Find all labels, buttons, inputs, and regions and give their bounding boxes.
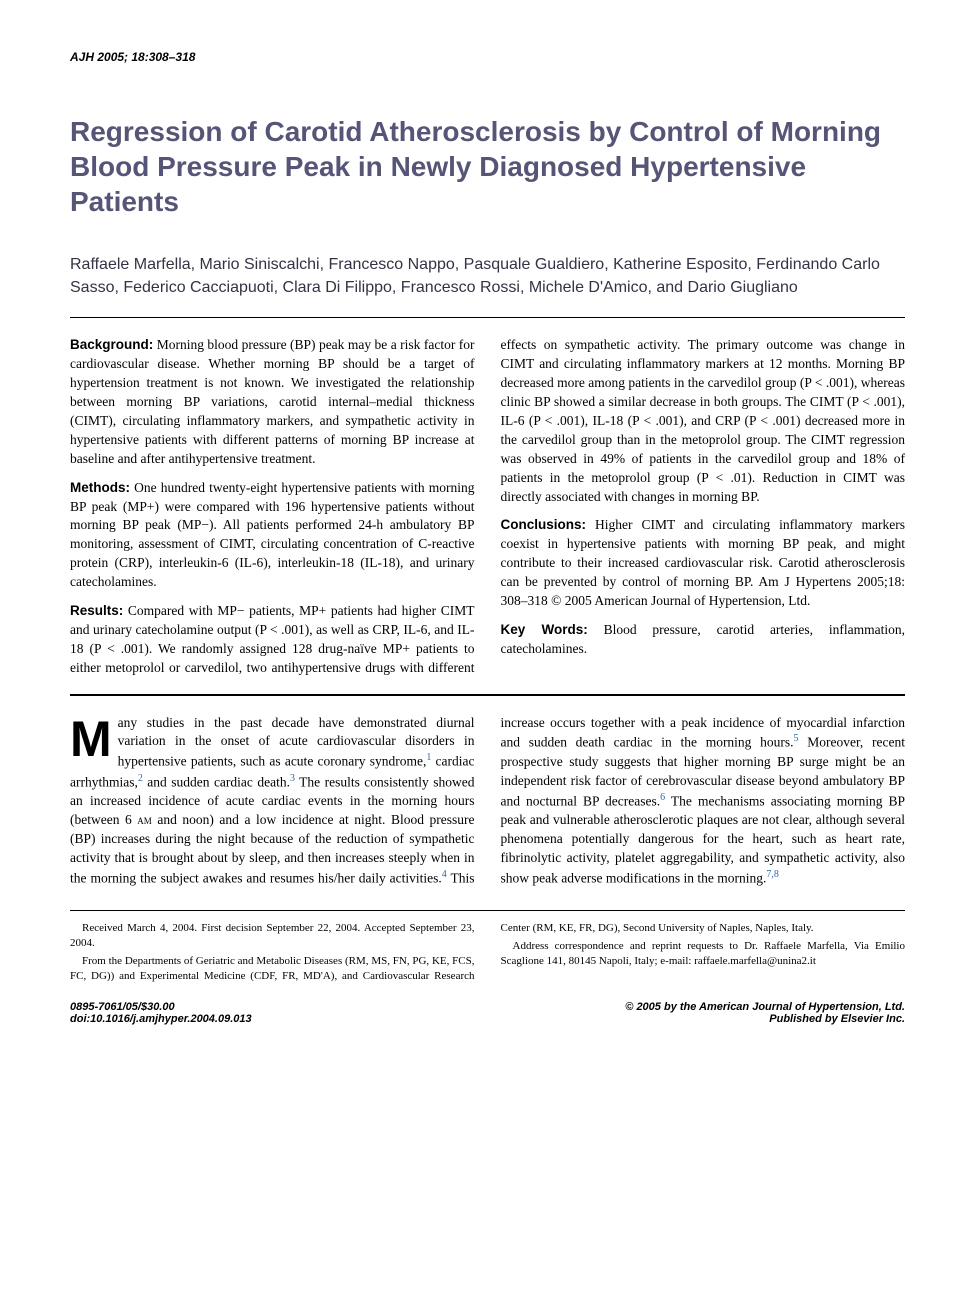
footer-received: Received March 4, 2004. First decision S… (70, 921, 475, 951)
doi: doi:10.1016/j.amjhyper.2004.09.013 (70, 1013, 252, 1025)
publisher: Published by Elsevier Inc. (625, 1013, 905, 1025)
body-text-3: and sudden cardiac death. (143, 774, 290, 789)
intro-paragraph: Many studies in the past decade have dem… (70, 714, 905, 889)
footer-correspondence: Address correspondence and reprint reque… (501, 939, 906, 969)
divider-middle (70, 694, 905, 696)
abstract-label-conclusions: Conclusions: (501, 517, 587, 532)
smallcaps-am: am (137, 812, 152, 827)
body-text-1: any studies in the past decade have demo… (118, 715, 475, 769)
body-text: Many studies in the past decade have dem… (70, 714, 905, 889)
abstract-methods: Methods: One hundred twenty-eight hypert… (70, 479, 475, 592)
divider-footer (70, 910, 905, 911)
abstract-label-results: Results: (70, 603, 123, 618)
dropcap: M (70, 714, 118, 761)
abstract-label-methods: Methods: (70, 480, 130, 495)
article-title: Regression of Carotid Atherosclerosis by… (70, 114, 905, 219)
abstract-conclusions: Conclusions: Higher CIMT and circulating… (501, 516, 906, 610)
abstract-keywords: Key Words: Blood pressure, carotid arter… (501, 621, 906, 659)
abstract-text-methods: One hundred twenty-eight hypertensive pa… (70, 480, 475, 589)
abstract-label-background: Background: (70, 337, 153, 352)
copyright: © 2005 by the American Journal of Hypert… (625, 1001, 905, 1013)
bottom-right: © 2005 by the American Journal of Hypert… (625, 1001, 905, 1025)
author-list: Raffaele Marfella, Mario Siniscalchi, Fr… (70, 253, 905, 299)
abstract-text-background: Morning blood pressure (BP) peak may be … (70, 337, 475, 465)
divider-top (70, 317, 905, 318)
abstract: Background: Morning blood pressure (BP) … (70, 336, 905, 677)
issn: 0895-7061/05/$30.00 (70, 1001, 252, 1013)
abstract-background: Background: Morning blood pressure (BP) … (70, 336, 475, 468)
bottom-bar: 0895-7061/05/$30.00 doi:10.1016/j.amjhyp… (70, 1001, 905, 1025)
article-footer: Received March 4, 2004. First decision S… (70, 921, 905, 983)
journal-header: AJH 2005; 18:308–318 (70, 50, 905, 64)
bottom-left: 0895-7061/05/$30.00 doi:10.1016/j.amjhyp… (70, 1001, 252, 1025)
abstract-label-keywords: Key Words: (501, 622, 588, 637)
ref-link-78[interactable]: 7,8 (766, 869, 779, 880)
